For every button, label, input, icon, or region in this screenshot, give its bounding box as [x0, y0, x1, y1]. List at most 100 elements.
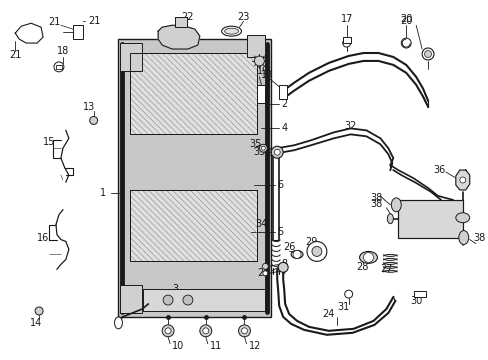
- Circle shape: [292, 251, 301, 258]
- Text: 13: 13: [82, 102, 95, 112]
- Bar: [143, 289, 265, 311]
- Text: 18: 18: [57, 46, 69, 56]
- Text: 3: 3: [172, 284, 178, 294]
- Polygon shape: [455, 170, 469, 190]
- Text: 6: 6: [277, 180, 283, 190]
- Ellipse shape: [390, 198, 401, 212]
- Text: 4: 4: [281, 123, 287, 134]
- Text: 19: 19: [257, 66, 269, 76]
- Circle shape: [421, 48, 433, 60]
- Circle shape: [424, 50, 430, 58]
- Circle shape: [401, 38, 410, 48]
- Bar: [413, 291, 425, 297]
- Text: 33: 33: [253, 147, 265, 157]
- Ellipse shape: [114, 317, 122, 329]
- Text: 20: 20: [399, 14, 411, 24]
- Ellipse shape: [455, 213, 469, 223]
- Circle shape: [183, 295, 192, 305]
- Bar: [279, 85, 286, 99]
- Text: 26: 26: [283, 243, 295, 252]
- Text: 37: 37: [423, 217, 435, 227]
- Circle shape: [342, 39, 350, 47]
- Ellipse shape: [221, 26, 241, 36]
- Text: 36: 36: [433, 165, 445, 175]
- Polygon shape: [15, 23, 43, 43]
- Circle shape: [238, 325, 250, 337]
- Circle shape: [306, 242, 326, 261]
- Ellipse shape: [290, 251, 303, 258]
- Polygon shape: [158, 25, 200, 49]
- Circle shape: [278, 262, 287, 272]
- Text: 21: 21: [48, 17, 61, 27]
- Text: 9: 9: [152, 290, 158, 300]
- Text: 32: 32: [344, 121, 356, 131]
- Circle shape: [459, 177, 465, 183]
- Text: 23: 23: [237, 12, 249, 22]
- Circle shape: [363, 252, 373, 262]
- Text: 11: 11: [209, 341, 222, 351]
- Circle shape: [165, 328, 171, 334]
- Circle shape: [35, 307, 43, 315]
- Circle shape: [262, 264, 268, 269]
- Text: 16: 16: [37, 233, 49, 243]
- Text: 35: 35: [248, 139, 261, 149]
- Bar: [342, 37, 350, 43]
- Circle shape: [254, 56, 264, 66]
- Text: 22: 22: [182, 12, 194, 22]
- Text: 24: 24: [322, 309, 334, 319]
- Circle shape: [311, 247, 321, 256]
- Text: 38: 38: [369, 193, 382, 203]
- Bar: [56, 65, 62, 69]
- Text: 14: 14: [30, 318, 42, 328]
- Bar: [247, 35, 265, 57]
- Bar: [175, 17, 186, 27]
- Circle shape: [274, 149, 280, 155]
- Text: 12: 12: [248, 341, 260, 351]
- Text: 21: 21: [9, 50, 21, 60]
- Circle shape: [163, 295, 173, 305]
- Text: 10: 10: [172, 341, 184, 351]
- Text: 5: 5: [277, 226, 283, 237]
- Text: 38: 38: [473, 233, 485, 243]
- Bar: [120, 285, 142, 313]
- Text: 7: 7: [281, 266, 287, 276]
- Ellipse shape: [224, 28, 238, 34]
- Circle shape: [241, 328, 247, 334]
- Text: 8: 8: [281, 259, 287, 269]
- Text: 17: 17: [340, 14, 352, 24]
- Text: 38: 38: [369, 199, 382, 209]
- Circle shape: [259, 144, 267, 152]
- Circle shape: [162, 325, 174, 337]
- Ellipse shape: [458, 231, 468, 244]
- Bar: [130, 190, 257, 261]
- Text: 2: 2: [281, 99, 287, 109]
- Bar: [73, 25, 82, 39]
- Ellipse shape: [359, 251, 377, 264]
- Bar: [118, 39, 271, 317]
- Text: 21: 21: [88, 16, 101, 26]
- Text: 29: 29: [304, 237, 317, 247]
- Bar: [397, 200, 462, 238]
- Text: 31: 31: [337, 302, 349, 312]
- Circle shape: [89, 117, 98, 125]
- Circle shape: [203, 328, 208, 334]
- Text: 20: 20: [399, 16, 411, 26]
- Circle shape: [344, 290, 352, 298]
- Bar: [130, 53, 257, 134]
- Bar: [257, 85, 265, 103]
- Text: 27: 27: [379, 264, 392, 274]
- Circle shape: [263, 271, 267, 276]
- Circle shape: [200, 325, 211, 337]
- Bar: [120, 43, 142, 71]
- Circle shape: [54, 62, 64, 72]
- Circle shape: [271, 146, 283, 158]
- Text: 30: 30: [409, 296, 422, 306]
- Bar: [397, 200, 462, 238]
- Text: 19: 19: [261, 70, 273, 80]
- Bar: [130, 53, 257, 134]
- Text: 28: 28: [356, 262, 368, 272]
- Text: 15: 15: [43, 137, 55, 147]
- Circle shape: [261, 146, 265, 150]
- Text: 25: 25: [256, 268, 269, 278]
- Text: 1: 1: [100, 188, 106, 198]
